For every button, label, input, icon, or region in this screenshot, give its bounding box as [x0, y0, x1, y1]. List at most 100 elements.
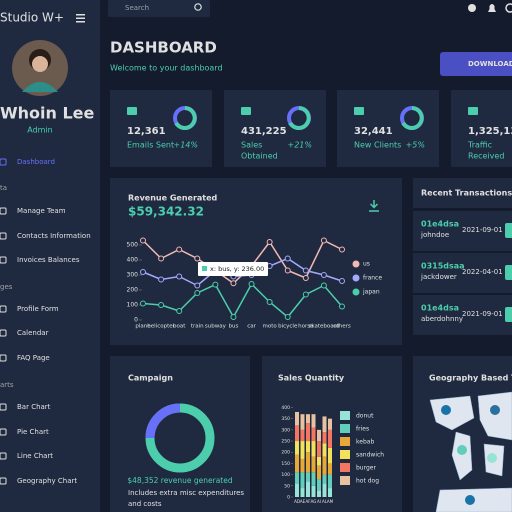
nav-item[interactable]: Geography Chart	[17, 477, 77, 485]
bar-segment	[306, 452, 310, 473]
nav-icon[interactable]	[0, 452, 7, 460]
x-tick-label: boat	[173, 324, 186, 330]
legend-swatch	[352, 260, 360, 268]
nav-item[interactable]: Contacts Information	[17, 232, 91, 240]
line-point	[248, 281, 255, 287]
nav-item[interactable]: FAQ Page	[17, 354, 50, 362]
line-point	[284, 267, 291, 274]
bar-segment	[328, 474, 332, 489]
campaign-card	[110, 356, 250, 512]
line-point	[212, 281, 219, 288]
theme-icon[interactable]	[468, 4, 476, 12]
transaction-row	[413, 211, 512, 251]
bar-segment	[300, 472, 305, 489]
legend-label: sandwich	[356, 452, 384, 459]
nav-icon[interactable]	[0, 428, 7, 436]
x-tick-label: AF	[305, 499, 311, 504]
nav-icon[interactable]	[0, 158, 7, 166]
nav-item[interactable]: Pie Chart	[17, 428, 49, 436]
y-tick-label: 200	[281, 450, 290, 456]
bar-segment	[295, 483, 299, 497]
stat-increase: +5%	[406, 141, 425, 150]
download-label[interactable]: DOWNLOAD R	[468, 60, 512, 68]
transaction-amount[interactable]	[505, 307, 512, 322]
nav-item[interactable]: Bar Chart	[17, 403, 51, 411]
tooltip-swatch	[202, 266, 207, 271]
bar-segment	[322, 432, 327, 444]
bar-segment	[322, 474, 327, 484]
nav-icon[interactable]	[0, 403, 7, 411]
legend-swatch	[340, 476, 350, 485]
map-highlight	[490, 405, 500, 415]
nav-item[interactable]: Invoices Balances	[17, 256, 80, 264]
bar-segment	[300, 458, 305, 473]
bar-segment	[295, 425, 299, 442]
settings-icon[interactable]	[505, 3, 512, 13]
bar-segment	[306, 481, 310, 497]
legend-label: fries	[356, 426, 369, 433]
y-tick-label: 350	[281, 416, 290, 422]
nav-item[interactable]: Manage Team	[17, 207, 66, 215]
line-point	[158, 302, 165, 308]
nav-item[interactable]: Calendar	[17, 329, 49, 337]
bar-segment	[311, 414, 316, 428]
nav-icon[interactable]	[0, 207, 7, 215]
bar-segment	[311, 472, 316, 486]
legend-swatch	[340, 424, 350, 433]
bar-segment	[322, 483, 327, 497]
tooltip	[198, 262, 268, 276]
stat-ring-progress	[174, 106, 197, 130]
stat-card	[337, 90, 439, 167]
menu-icon[interactable]	[76, 14, 85, 23]
bar-segment	[306, 423, 310, 442]
bar-segment	[311, 441, 316, 457]
search-placeholder[interactable]: Search	[125, 4, 149, 12]
search-icon[interactable]	[194, 3, 202, 11]
nav-icon[interactable]	[0, 477, 7, 485]
y-tick-label: 0	[134, 317, 138, 324]
nav-icon[interactable]	[0, 305, 7, 313]
nav-icon[interactable]	[0, 354, 7, 362]
line-point	[230, 314, 237, 320]
line-point	[302, 275, 309, 281]
transaction-date: 2021-09-01	[462, 226, 503, 234]
y-tick-label: 0	[287, 495, 290, 501]
bar-segment	[317, 490, 321, 497]
nav-item[interactable]: Line Chart	[17, 452, 53, 460]
legend-swatch	[352, 288, 360, 296]
stat-label: Received	[468, 152, 504, 161]
line-point	[284, 255, 291, 262]
map-region	[477, 391, 512, 441]
y-tick-label: 50	[284, 483, 290, 489]
nav-icon[interactable]	[0, 232, 7, 240]
notification-icon[interactable]	[488, 4, 496, 12]
download-icon[interactable]	[369, 200, 379, 212]
transaction-amount[interactable]	[505, 265, 512, 280]
y-tick-label: 500	[127, 242, 139, 249]
nav-icon[interactable]	[0, 256, 7, 264]
nav-icon[interactable]	[0, 329, 7, 337]
line-point	[158, 276, 165, 283]
line-point	[266, 239, 273, 245]
bar-segment	[295, 411, 299, 426]
transaction-amount[interactable]	[505, 223, 512, 238]
search-box[interactable]	[108, 0, 210, 17]
download-button[interactable]	[440, 52, 512, 76]
stat-ring-progress	[288, 106, 311, 130]
x-tick-label: AG	[311, 499, 317, 504]
line-point	[140, 300, 146, 307]
stat-increase: +21%	[288, 141, 312, 150]
stat-icon	[354, 107, 364, 115]
stat-value: 431,225	[241, 126, 287, 137]
stat-card	[110, 90, 212, 167]
transaction-row	[413, 295, 512, 335]
line-point	[176, 246, 183, 253]
bar-segment	[317, 479, 321, 491]
legend-swatch	[340, 463, 350, 472]
line-point	[194, 255, 201, 262]
brand: Studio W+	[0, 11, 64, 25]
nav-item[interactable]: Dashboard	[17, 158, 55, 166]
nav-item[interactable]: Profile Form	[17, 305, 59, 313]
bar-segment	[295, 454, 299, 473]
